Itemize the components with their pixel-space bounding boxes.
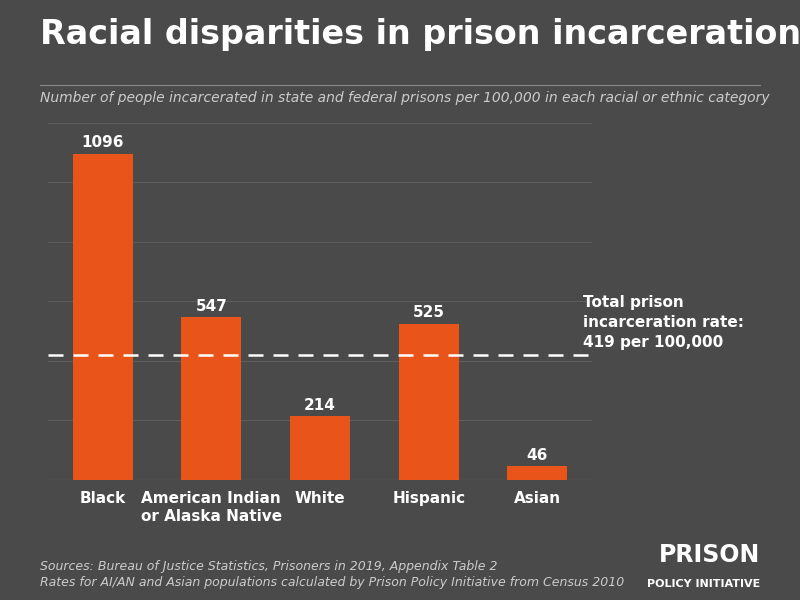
Bar — [182, 317, 241, 480]
Text: 1096: 1096 — [82, 135, 124, 150]
Text: Sources: Bureau of Justice Statistics, Prisoners in 2019, Appendix Table 2: Sources: Bureau of Justice Statistics, P… — [40, 560, 498, 573]
Bar — [507, 466, 567, 480]
Text: 214: 214 — [304, 398, 336, 413]
Text: 525: 525 — [413, 305, 445, 320]
Text: 547: 547 — [195, 299, 227, 314]
Bar — [399, 324, 458, 480]
Text: Number of people incarcerated in state and federal prisons per 100,000 in each r: Number of people incarcerated in state a… — [40, 91, 770, 105]
Text: Racial disparities in prison incarceration rates, 2019: Racial disparities in prison incarcerati… — [40, 18, 800, 51]
Bar — [290, 416, 350, 480]
Bar — [73, 154, 133, 480]
Text: PRISON: PRISON — [658, 543, 760, 567]
Text: Rates for AI/AN and Asian populations calculated by Prison Policy Initiative fro: Rates for AI/AN and Asian populations ca… — [40, 576, 624, 589]
Text: 46: 46 — [526, 448, 548, 463]
Text: Total prison
incarceration rate:
419 per 100,000: Total prison incarceration rate: 419 per… — [583, 295, 744, 350]
Text: POLICY INITIATIVE: POLICY INITIATIVE — [646, 579, 760, 589]
